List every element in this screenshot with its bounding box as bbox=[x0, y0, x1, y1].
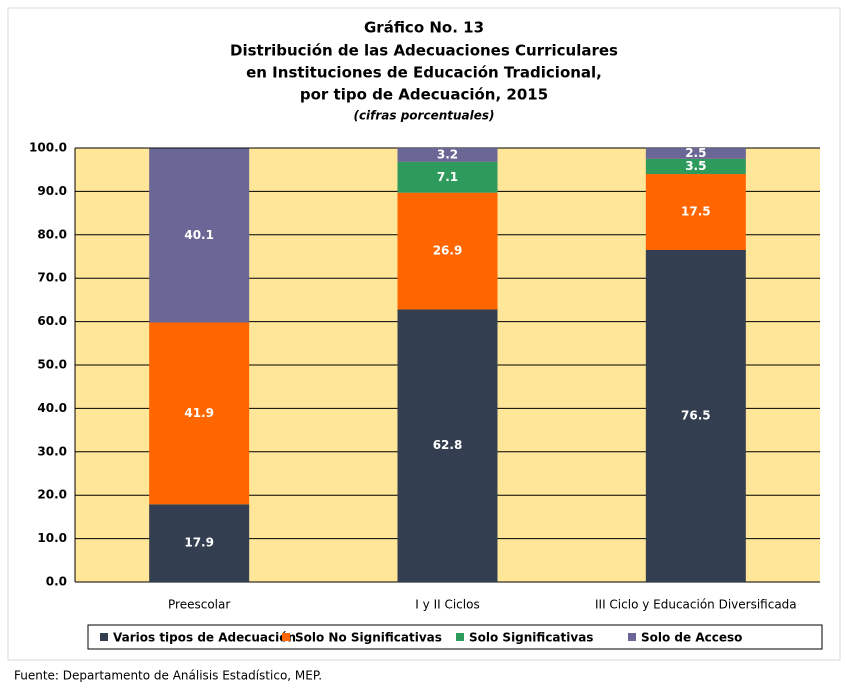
y-tick-label: 40.0 bbox=[37, 401, 67, 415]
legend-swatch bbox=[100, 633, 108, 641]
bar-segment bbox=[149, 504, 250, 582]
chart-title-line: Distribución de las Adecuaciones Curricu… bbox=[230, 42, 618, 60]
bar-segment bbox=[397, 309, 498, 582]
legend-label: Varios tipos de Adecuación bbox=[113, 631, 296, 645]
chart-title-line: por tipo de Adecuación, 2015 bbox=[300, 86, 548, 104]
chart-title: Gráfico No. 13 bbox=[364, 19, 484, 37]
data-label: 3.5 bbox=[685, 159, 706, 173]
legend-label: Solo de Acceso bbox=[641, 631, 742, 645]
legend-box bbox=[87, 624, 823, 650]
x-tick-label: Preescolar bbox=[168, 598, 230, 612]
legend-label: Solo No Significativas bbox=[295, 631, 442, 645]
chart-subtitle: (cifras porcentuales) bbox=[353, 109, 494, 123]
y-tick-label: 70.0 bbox=[37, 271, 67, 285]
data-label: 7.1 bbox=[437, 170, 458, 184]
legend-label: Solo Significativas bbox=[469, 631, 593, 645]
bar-segment bbox=[149, 322, 250, 505]
y-tick-label: 30.0 bbox=[37, 444, 67, 458]
data-label: 26.9 bbox=[433, 244, 463, 258]
bar-segment bbox=[645, 148, 746, 159]
data-label: 41.9 bbox=[184, 406, 214, 420]
data-label: 17.9 bbox=[184, 536, 214, 550]
data-label: 76.5 bbox=[681, 408, 711, 422]
legend-swatch bbox=[282, 633, 290, 641]
data-label: 2.5 bbox=[685, 146, 706, 160]
bar-segment bbox=[645, 158, 746, 175]
y-tick-label: 90.0 bbox=[37, 184, 67, 198]
y-tick-label: 0.0 bbox=[46, 575, 67, 589]
bar-segment bbox=[645, 249, 746, 583]
y-tick-label: 100.0 bbox=[29, 141, 67, 155]
bar-segment bbox=[397, 148, 498, 162]
bar-segment bbox=[397, 161, 498, 193]
bar-segment bbox=[149, 148, 250, 323]
bar-segment bbox=[397, 192, 498, 310]
y-tick-label: 60.0 bbox=[37, 314, 67, 328]
data-label: 3.2 bbox=[437, 147, 458, 161]
source-note: Fuente: Departamento de Análisis Estadís… bbox=[14, 669, 322, 683]
bar-segment bbox=[645, 174, 746, 250]
legend-swatch bbox=[456, 633, 464, 641]
y-tick-label: 20.0 bbox=[37, 488, 67, 502]
x-tick-label: III Ciclo y Educación Diversificada bbox=[595, 598, 797, 612]
legend-swatch bbox=[628, 633, 636, 641]
y-tick-label: 80.0 bbox=[37, 227, 67, 241]
chart-title-line: en Instituciones de Educación Tradiciona… bbox=[246, 64, 602, 82]
x-tick-label: I y II Ciclos bbox=[415, 598, 479, 612]
data-label: 17.5 bbox=[681, 205, 711, 219]
data-label: 62.8 bbox=[433, 438, 463, 452]
y-tick-label: 50.0 bbox=[37, 358, 67, 372]
data-label: 40.1 bbox=[184, 228, 214, 242]
y-tick-label: 10.0 bbox=[37, 531, 67, 545]
